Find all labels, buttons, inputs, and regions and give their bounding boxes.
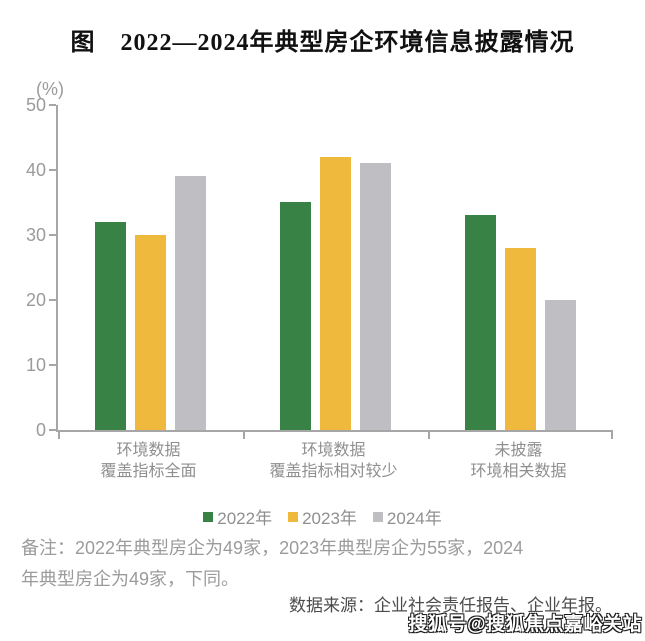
y-tick-label-40: 40	[25, 160, 46, 180]
category-label-line: 未披露	[494, 442, 543, 459]
category-label-2: 环境数据覆盖指标相对较少	[241, 440, 426, 482]
data-source-text: 数据来源：企业社会责任报告、企业年报。	[289, 596, 612, 615]
legend-item-2024年: 2024年	[372, 504, 442, 529]
category-label-3: 未披露 环境相关数据	[426, 440, 611, 482]
plot-area	[49, 104, 613, 439]
legend-label: 2022年	[217, 509, 273, 528]
x-axis-category-labels: 环境数据 覆盖指标全面 环境数据 覆盖指标相对较少 未披露 环境相关数据	[56, 440, 611, 482]
category-label-1: 环境数据覆盖指标全面	[56, 440, 241, 482]
y-tick-label-0: 0	[35, 420, 46, 440]
legend-swatch-icon	[203, 511, 214, 522]
x-tick-mark	[428, 432, 430, 439]
chart-legend: 2022年 2023年 2024年	[0, 504, 645, 529]
bar-2022年-环境数据覆盖指标相对较少	[280, 202, 311, 430]
y-tick-mark	[49, 234, 56, 236]
category-label-line: 环境相关数据	[470, 463, 567, 480]
legend-swatch-icon	[372, 511, 383, 522]
y-tick-mark	[49, 364, 56, 366]
legend-label: 2023年	[302, 509, 357, 528]
bar-2022年-未披露环境相关数据	[465, 215, 496, 430]
figure-title: 图 2022—2024年典型房企环境信息披露情况	[70, 30, 575, 56]
category-label-line: 覆盖指标相对较少	[269, 463, 398, 480]
y-axis-unit-label: (%)	[36, 79, 64, 99]
x-tick-mark	[611, 432, 613, 439]
legend-item-2023年: 2023年	[288, 504, 357, 529]
y-tick-label-30: 30	[25, 225, 46, 245]
note-text: 备注：2022年典型房企为49家，2023年典型房企为55家，2024 年典型房…	[21, 533, 627, 595]
bar-2023年-未披露环境相关数据	[505, 248, 536, 430]
legend-item-2022年: 2022年	[203, 504, 272, 529]
y-tick-mark	[49, 299, 56, 301]
bar-groups	[58, 105, 613, 430]
category-label-line: 环境数据	[116, 442, 181, 459]
y-tick-mark	[49, 429, 56, 431]
category-label-line: 覆盖指标全面	[100, 463, 197, 480]
y-tick-mark	[49, 104, 56, 106]
legend-label: 2024年	[386, 509, 442, 528]
y-tick-label-20: 20	[25, 290, 46, 310]
x-tick-mark	[243, 432, 245, 439]
x-tick-mark	[58, 432, 60, 439]
bar-group-3	[428, 105, 613, 430]
bar-group-2	[243, 105, 428, 430]
note-line-1: 备注：2022年典型房企为49家，2023年典型房企为55家，2024	[21, 538, 524, 558]
note-line-2: 年典型房企为49家，下同。	[21, 569, 240, 589]
bar-2024年-环境数据覆盖指标相对较少	[360, 163, 391, 430]
bar-2024年-环境数据覆盖指标全面	[175, 176, 206, 430]
y-tick-label-50: 50	[25, 95, 46, 115]
bar-2022年-环境数据覆盖指标全面	[95, 222, 126, 430]
bar-2024年-未披露环境相关数据	[545, 300, 576, 430]
category-label-line: 环境数据	[301, 442, 366, 459]
bar-2023年-环境数据覆盖指标相对较少	[320, 157, 351, 430]
y-tick-mark	[49, 169, 56, 171]
watermark-text: 搜狐号@搜狐焦点嘉峪关站	[408, 614, 642, 635]
y-tick-label-10: 10	[25, 355, 46, 375]
legend-swatch-icon	[288, 511, 299, 522]
bar-2023年-环境数据覆盖指标全面	[135, 235, 166, 430]
bar-group-1	[58, 105, 243, 430]
